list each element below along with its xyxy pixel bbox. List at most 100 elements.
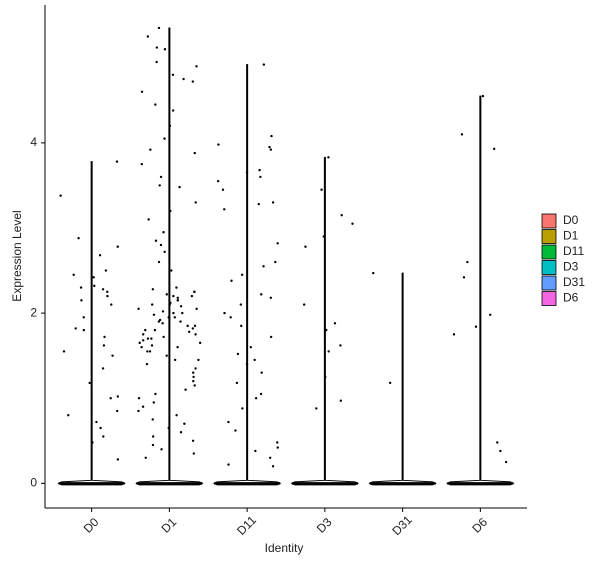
point <box>388 381 392 385</box>
point <box>77 237 80 240</box>
point <box>138 341 141 345</box>
x-tick-label: D1 <box>158 515 179 536</box>
point <box>163 48 167 51</box>
point <box>93 284 96 288</box>
point <box>269 148 273 151</box>
point <box>168 303 171 306</box>
violin <box>135 27 204 486</box>
point <box>151 418 154 421</box>
point <box>194 333 197 336</box>
point <box>79 286 83 289</box>
point <box>496 441 499 444</box>
point <box>109 397 112 400</box>
point <box>92 276 95 279</box>
point <box>193 151 196 155</box>
x-tick-label: D6 <box>469 515 490 536</box>
point <box>148 350 152 353</box>
point <box>325 328 328 332</box>
point <box>106 294 109 298</box>
point <box>103 335 106 339</box>
point <box>165 293 168 296</box>
point <box>274 260 277 264</box>
point <box>492 147 496 151</box>
point <box>102 435 105 438</box>
point <box>102 344 106 347</box>
point <box>158 184 161 187</box>
point <box>115 160 119 163</box>
point <box>154 239 158 242</box>
point <box>179 305 183 308</box>
point <box>146 337 150 340</box>
point <box>227 463 230 466</box>
point <box>191 327 194 330</box>
point <box>499 449 502 453</box>
point <box>182 77 185 81</box>
point <box>254 397 258 400</box>
point <box>162 335 165 339</box>
point <box>235 381 239 385</box>
x-tick-label: D3 <box>314 515 335 536</box>
point <box>197 358 200 362</box>
point <box>175 414 178 417</box>
point <box>192 375 195 379</box>
violin <box>368 272 437 486</box>
x-tick-label: D0 <box>81 515 102 536</box>
point <box>67 414 70 417</box>
point <box>254 449 257 453</box>
point <box>271 201 275 204</box>
point <box>62 350 66 353</box>
y-axis-label: Expression Level <box>10 210 24 301</box>
point <box>154 103 157 106</box>
point <box>452 333 456 336</box>
point <box>191 80 195 83</box>
point <box>116 245 119 248</box>
legend-swatch <box>541 260 557 275</box>
point <box>175 286 178 289</box>
point <box>159 243 163 247</box>
point <box>191 439 195 442</box>
point <box>141 405 145 408</box>
legend-swatch <box>541 244 557 260</box>
point <box>276 446 279 449</box>
point <box>106 290 109 294</box>
point <box>276 242 279 245</box>
violin <box>446 95 515 486</box>
point <box>327 156 330 159</box>
point <box>372 271 375 275</box>
point <box>339 344 342 347</box>
point <box>339 399 343 402</box>
point <box>304 245 307 248</box>
point <box>462 276 466 279</box>
point <box>140 162 143 166</box>
x-tick-label: D31 <box>389 512 415 538</box>
point <box>165 354 168 357</box>
point <box>169 209 172 213</box>
point <box>163 250 166 254</box>
point <box>257 202 260 206</box>
point <box>168 124 172 128</box>
y-tick-label: 0 <box>30 475 37 489</box>
point <box>327 350 330 353</box>
point <box>157 260 161 264</box>
point <box>115 409 119 413</box>
point <box>340 214 343 217</box>
point <box>466 260 469 264</box>
point <box>187 330 191 334</box>
point <box>140 345 143 349</box>
point <box>88 381 91 385</box>
point <box>186 324 189 328</box>
point <box>195 307 198 311</box>
point <box>192 452 196 455</box>
point <box>245 171 249 174</box>
point <box>227 420 230 424</box>
point <box>262 63 266 66</box>
point <box>82 328 86 332</box>
point <box>99 426 102 430</box>
point <box>170 269 173 272</box>
legend-label: D6 <box>563 291 579 305</box>
point <box>59 194 62 197</box>
point <box>160 448 163 451</box>
point <box>173 316 176 319</box>
point <box>142 339 145 342</box>
